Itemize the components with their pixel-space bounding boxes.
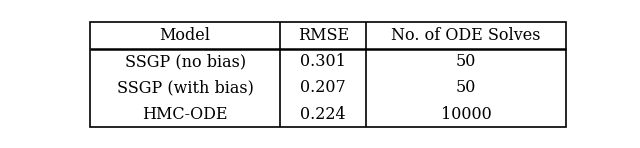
Text: SSGP (with bias): SSGP (with bias): [116, 79, 253, 96]
Text: 0.207: 0.207: [300, 79, 346, 96]
Text: SSGP (no bias): SSGP (no bias): [125, 53, 246, 70]
Text: 0.224: 0.224: [300, 106, 346, 123]
Text: RMSE: RMSE: [298, 27, 349, 44]
Text: No. of ODE Solves: No. of ODE Solves: [391, 27, 541, 44]
Text: 50: 50: [456, 79, 476, 96]
Text: 50: 50: [456, 53, 476, 70]
Text: 10000: 10000: [441, 106, 492, 123]
Text: 0.301: 0.301: [300, 53, 346, 70]
Text: HMC-ODE: HMC-ODE: [143, 106, 228, 123]
Text: Model: Model: [159, 27, 211, 44]
